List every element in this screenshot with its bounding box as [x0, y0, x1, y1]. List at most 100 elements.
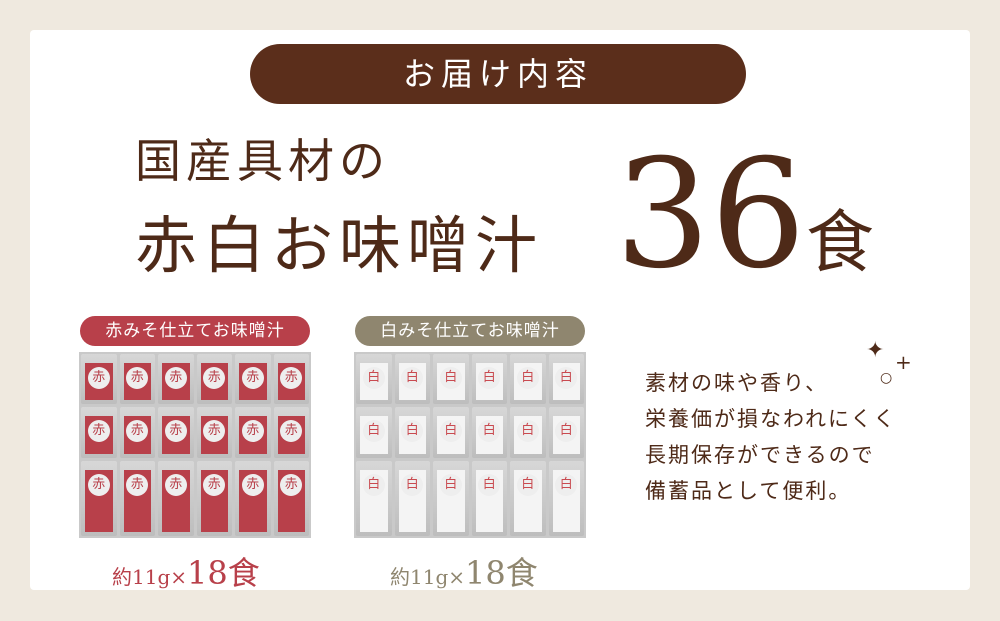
- pack: 赤: [273, 460, 309, 536]
- pack: 白: [394, 354, 430, 405]
- pack-label: 赤: [200, 469, 228, 532]
- pack: 白: [510, 354, 546, 405]
- qty-prefix: 約11g×: [390, 565, 466, 589]
- pack-char: 赤: [164, 473, 187, 496]
- red-miso-quantity: 約11g×18食: [112, 548, 260, 594]
- description: 素材の味や香り、 栄養価が損なわれにくく 長期保存ができるので 備蓄品として便利…: [645, 365, 897, 509]
- white-miso-label: 白みそ仕立てお味噌汁: [355, 316, 585, 346]
- pack-char: 白: [401, 367, 424, 389]
- pack-char: 赤: [87, 420, 110, 443]
- pack-char: 白: [439, 473, 462, 496]
- pack-char: 白: [555, 473, 578, 496]
- pack-char: 白: [362, 420, 385, 443]
- pack-char: 赤: [241, 473, 264, 496]
- description-line: 長期保存ができるので: [645, 443, 875, 467]
- pack-label: 白: [360, 363, 388, 401]
- pack-label: 赤: [85, 363, 113, 401]
- qty-number: 18: [187, 554, 228, 592]
- pack-label: 赤: [85, 416, 113, 454]
- pack-char: 白: [439, 367, 462, 389]
- pack-label: 赤: [239, 469, 267, 532]
- pack-char: 赤: [241, 367, 264, 389]
- qty-unit: 食: [227, 554, 260, 592]
- pack: 赤: [81, 407, 117, 458]
- pack-char: 赤: [126, 473, 149, 496]
- pack-char: 赤: [87, 367, 110, 389]
- pack-label: 白: [398, 363, 426, 401]
- pack-char: 赤: [203, 473, 226, 496]
- description-line: 備蓄品として便利。: [645, 479, 852, 503]
- pack-label: 赤: [239, 416, 267, 454]
- pack: 赤: [119, 460, 155, 536]
- pack-label: 白: [552, 469, 580, 532]
- pack-label: 赤: [200, 363, 228, 401]
- pack-char: 白: [516, 367, 539, 389]
- description-line: 栄養価が損なわれにくく: [645, 407, 897, 431]
- pack: 赤: [158, 460, 194, 536]
- pack: 白: [433, 407, 469, 458]
- pack: 赤: [196, 407, 232, 458]
- description-line: 素材の味や香り、: [645, 371, 829, 395]
- pack: 白: [356, 354, 392, 405]
- pack-label: 白: [437, 469, 465, 532]
- pack: 赤: [119, 407, 155, 458]
- pack-label: 白: [475, 416, 503, 454]
- pack-char: 白: [478, 473, 501, 496]
- pack: 白: [433, 460, 469, 536]
- pack-char: 白: [362, 367, 385, 389]
- pack-label: 白: [552, 363, 580, 401]
- pack-char: 赤: [203, 367, 226, 389]
- pack: 白: [510, 407, 546, 458]
- qty-number: 18: [465, 554, 506, 592]
- pack-char: 白: [478, 420, 501, 443]
- pack: 赤: [273, 407, 309, 458]
- title-banner: お届け内容: [250, 44, 746, 104]
- pack-label: 白: [514, 469, 542, 532]
- pack-label: 赤: [162, 363, 190, 401]
- pack-label: 白: [552, 416, 580, 454]
- pack-label: 白: [360, 469, 388, 532]
- pack-label: 白: [437, 363, 465, 401]
- pack-label: 白: [398, 469, 426, 532]
- pack: 赤: [81, 354, 117, 405]
- pack-label: 白: [475, 363, 503, 401]
- pack-char: 赤: [203, 420, 226, 443]
- pack: 白: [471, 354, 507, 405]
- pack-label: 赤: [123, 416, 151, 454]
- pack-char: 赤: [126, 367, 149, 389]
- pack-char: 赤: [126, 420, 149, 443]
- pack: 赤: [158, 354, 194, 405]
- pack: 白: [510, 460, 546, 536]
- pack: 白: [548, 460, 584, 536]
- pack-char: 赤: [280, 473, 303, 496]
- pack-char: 白: [555, 367, 578, 389]
- qty-prefix: 約11g×: [112, 565, 188, 589]
- pack-label: 白: [437, 416, 465, 454]
- pack: 白: [548, 407, 584, 458]
- total-unit: 食: [805, 204, 874, 283]
- pack: 白: [356, 407, 392, 458]
- pack-label: 赤: [162, 469, 190, 532]
- pack-char: 白: [516, 420, 539, 443]
- pack: 赤: [158, 407, 194, 458]
- total-number: 36: [615, 128, 806, 302]
- pack-char: 白: [439, 420, 462, 443]
- pack-label: 白: [475, 469, 503, 532]
- pack-char: 白: [478, 367, 501, 389]
- pack-label: 白: [398, 416, 426, 454]
- pack: 白: [548, 354, 584, 405]
- pack-char: 白: [401, 420, 424, 443]
- pack: 赤: [196, 460, 232, 536]
- pack-char: 白: [401, 473, 424, 496]
- headline-line1: 国産具材の: [135, 134, 390, 188]
- pack-label: 白: [514, 416, 542, 454]
- pack: 赤: [196, 354, 232, 405]
- pack: 白: [433, 354, 469, 405]
- total-count: 36食: [615, 140, 874, 290]
- pack: 白: [394, 407, 430, 458]
- sparkle-icon: ✦: [866, 338, 885, 363]
- pack-label: 赤: [277, 363, 305, 401]
- headline-line2: 赤白お味噌汁: [135, 209, 544, 282]
- pack-label: 白: [514, 363, 542, 401]
- pack-char: 白: [516, 473, 539, 496]
